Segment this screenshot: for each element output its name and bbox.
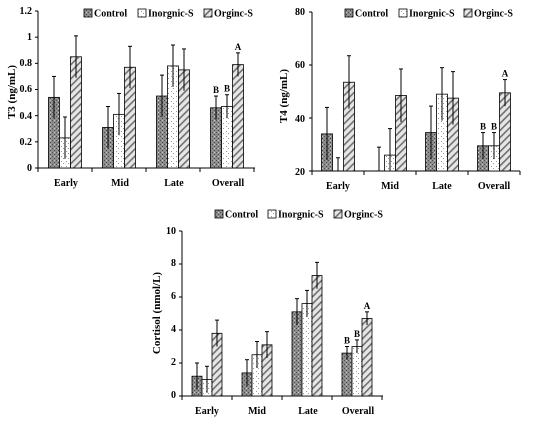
y-axis-title-t3: T3 (ng/mL) bbox=[6, 65, 18, 119]
x-tick-labels-t4: Early Mid Late Overall bbox=[326, 181, 510, 192]
y-tick-label: 20 bbox=[295, 167, 305, 178]
y-tick-label: 0.4 bbox=[20, 111, 33, 122]
y-tick-label: 0.8 bbox=[20, 58, 33, 69]
significance-letter: B bbox=[344, 336, 350, 346]
significance-letter: B bbox=[224, 84, 230, 94]
legend-label-control: Control bbox=[355, 9, 388, 20]
y-tick-label: 0 bbox=[171, 390, 176, 401]
y-tick-label: 40 bbox=[295, 114, 305, 125]
x-tick-label: Late bbox=[164, 178, 184, 189]
chart-t3: Control Inorgnic-S Orginc-S T3 (ng/mL) 0… bbox=[6, 6, 255, 189]
legend-label-inorganic: Inorgnic-S bbox=[409, 9, 455, 20]
y-tick-label: 2 bbox=[171, 357, 176, 368]
legend-label-organic: Orginc-S bbox=[214, 9, 253, 20]
chart-t4: Control Inorgnic-S Orginc-S T4 (ng/mL) 2… bbox=[278, 7, 521, 192]
legend-label-organic: Orginc-S bbox=[474, 9, 513, 20]
bar-organic bbox=[361, 318, 373, 397]
y-tick-label: 80 bbox=[295, 7, 305, 18]
y-tick-label: 0 bbox=[27, 163, 32, 174]
y-tick-label: 60 bbox=[295, 60, 305, 71]
x-tick-label: Early bbox=[54, 178, 78, 189]
y-tick-label: 6 bbox=[171, 291, 176, 302]
significance-letter: A bbox=[502, 69, 509, 79]
significance-letter: A bbox=[364, 301, 371, 311]
x-tick-label: Early bbox=[195, 406, 219, 417]
significance-letter: A bbox=[235, 42, 242, 52]
legend-label-control: Control bbox=[225, 210, 258, 221]
x-tick-labels-cortisol: Early Mid Late Overall bbox=[195, 406, 374, 417]
y-axis-title-cortisol: Cortisol (nmol/L) bbox=[151, 272, 163, 355]
y-tick-label: 4 bbox=[171, 324, 176, 335]
x-tick-label: Early bbox=[326, 181, 350, 192]
y-tick-labels-t3: 0 0.2 0.4 0.6 0.8 1 1.2 bbox=[20, 6, 33, 174]
legend-t4: Control Inorgnic-S Orginc-S bbox=[344, 8, 513, 20]
legend-swatch-organic bbox=[333, 209, 343, 219]
legend-swatch-control bbox=[214, 209, 224, 219]
legend-label-control: Control bbox=[94, 9, 127, 20]
y-tick-labels-t4: 20 40 60 80 bbox=[295, 7, 305, 178]
significance-letter: B bbox=[491, 122, 497, 132]
legend-cortisol: Control Inorgnic-S Orginc-S bbox=[214, 209, 383, 221]
plot-area-cortisol: BB A bbox=[179, 230, 383, 400]
y-tick-label: 8 bbox=[171, 258, 176, 269]
y-tick-label: 0.6 bbox=[20, 84, 33, 95]
bar-organic bbox=[232, 64, 244, 169]
legend-t3: Control Inorgnic-S Orginc-S bbox=[83, 8, 253, 20]
x-tick-label: Late bbox=[432, 181, 452, 192]
y-tick-labels-cortisol: 0 2 4 6 8 10 bbox=[166, 226, 176, 401]
legend-label-inorganic: Inorgnic-S bbox=[148, 9, 194, 20]
significance-letter: B bbox=[354, 329, 360, 339]
chart-cortisol: Control Inorgnic-S Orginc-S Cortisol (nm… bbox=[151, 210, 383, 418]
bar-inorganic bbox=[351, 346, 363, 397]
y-tick-label: 0.2 bbox=[20, 137, 33, 148]
plot-area-t4: B B A bbox=[309, 11, 521, 175]
x-tick-label: Overall bbox=[212, 178, 244, 189]
significance-letter: B bbox=[480, 122, 486, 132]
legend-label-inorganic: Inorgnic-S bbox=[278, 210, 324, 221]
x-tick-label: Late bbox=[298, 406, 318, 417]
legend-swatch-organic bbox=[203, 8, 213, 18]
x-tick-label: Overall bbox=[478, 181, 510, 192]
legend-swatch-control bbox=[344, 8, 354, 18]
legend-swatch-inorganic bbox=[267, 209, 277, 219]
x-tick-label: Mid bbox=[381, 181, 399, 192]
legend-swatch-inorganic bbox=[398, 8, 408, 18]
y-tick-label: 1.2 bbox=[20, 6, 33, 17]
y-axis-title-t4: T4 (ng/mL) bbox=[278, 69, 290, 123]
x-tick-label: Mid bbox=[248, 406, 266, 417]
plot-area-t3: B B A bbox=[35, 10, 255, 172]
bar-organic bbox=[311, 275, 323, 397]
legend-label-organic: Orginc-S bbox=[344, 210, 383, 221]
legend-swatch-control bbox=[83, 8, 93, 18]
x-tick-label: Mid bbox=[111, 178, 129, 189]
legend-swatch-organic bbox=[463, 8, 473, 18]
y-tick-label: 1 bbox=[27, 32, 32, 43]
x-tick-labels-t3: Early Mid Late Overall bbox=[54, 178, 244, 189]
x-tick-label: Overall bbox=[342, 406, 374, 417]
bar-inorganic bbox=[301, 303, 313, 397]
significance-letter: B bbox=[213, 85, 219, 95]
y-tick-label: 10 bbox=[166, 226, 176, 237]
legend-swatch-inorganic bbox=[137, 8, 147, 18]
